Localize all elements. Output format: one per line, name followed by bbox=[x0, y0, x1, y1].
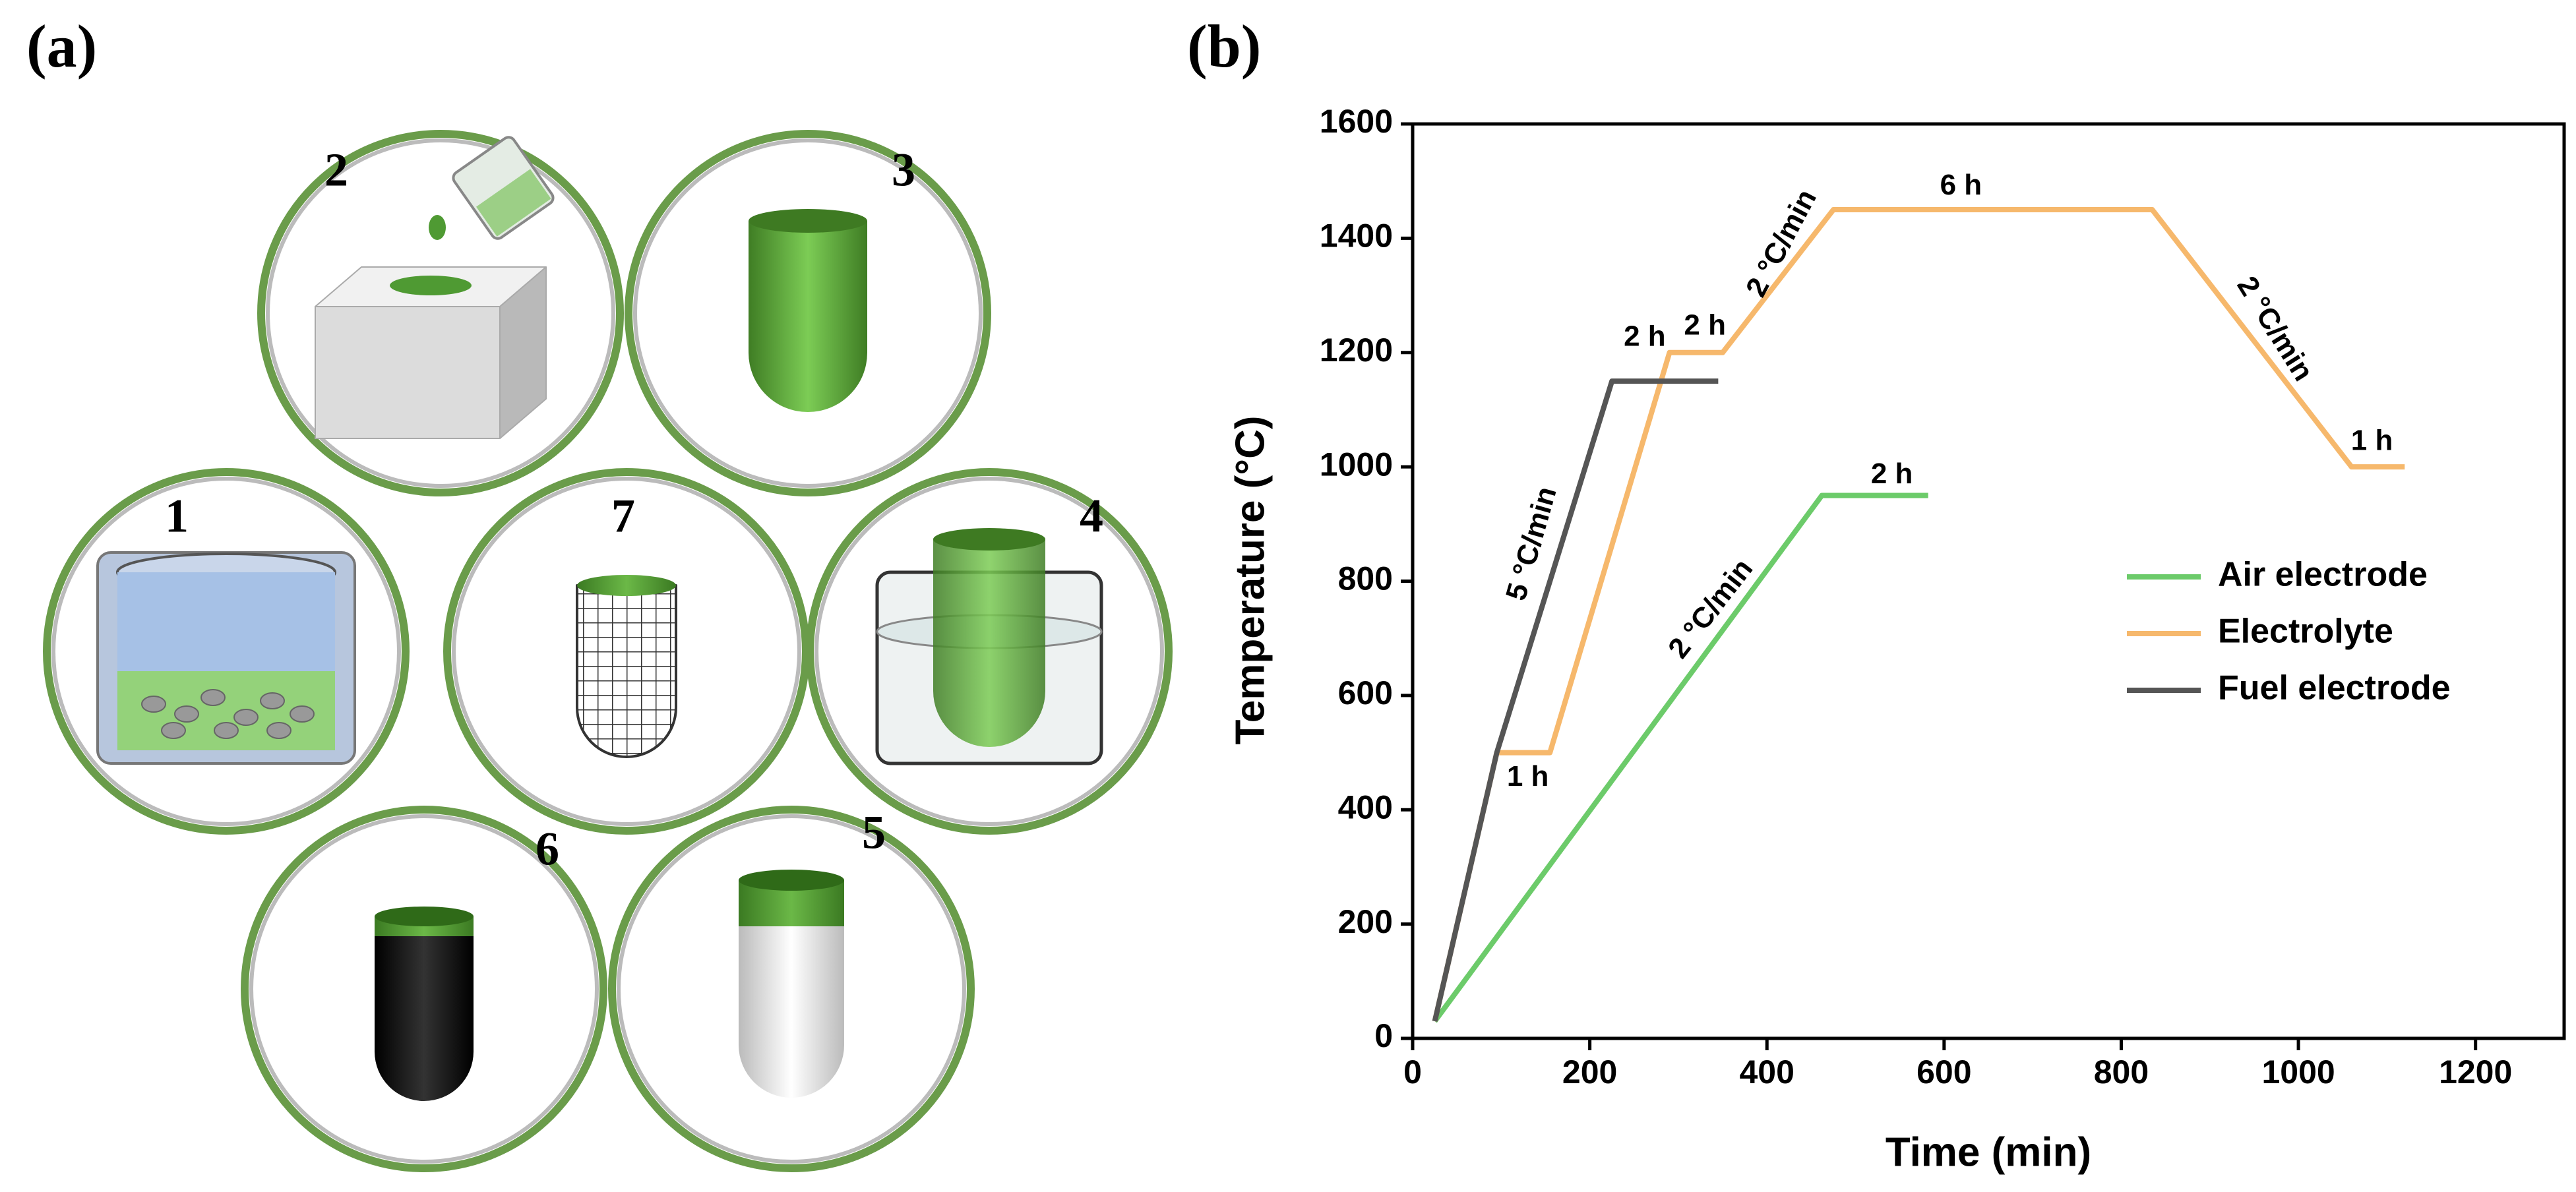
y-tick-label: 400 bbox=[1338, 789, 1393, 825]
step-number: 6 bbox=[536, 823, 559, 876]
x-tick-label: 800 bbox=[2094, 1054, 2149, 1090]
x-tick-label: 200 bbox=[1562, 1054, 1617, 1090]
schematic bbox=[43, 130, 1173, 1172]
legend-label: Air electrode bbox=[2218, 556, 2428, 594]
step-number: 5 bbox=[862, 806, 886, 859]
y-axis-title: Temperature (°C) bbox=[1227, 415, 1273, 744]
y-tick-label: 600 bbox=[1338, 674, 1393, 711]
panel-label: (b) bbox=[1187, 13, 1261, 80]
y-tick-label: 200 bbox=[1338, 903, 1393, 940]
data-line bbox=[1432, 492, 1928, 1023]
step-1-icon bbox=[43, 468, 410, 835]
y-tick-label: 800 bbox=[1338, 560, 1393, 597]
y-tick-label: 1600 bbox=[1320, 103, 1393, 140]
legend-label: Electrolyte bbox=[2218, 612, 2393, 651]
y-tick-label: 1400 bbox=[1320, 218, 1393, 254]
y-tick-label: 0 bbox=[1374, 1017, 1393, 1054]
y-tick-label: 1200 bbox=[1320, 332, 1393, 369]
step-6-icon bbox=[241, 806, 607, 1172]
x-tick-label: 400 bbox=[1740, 1054, 1794, 1090]
annotation: 2 h bbox=[1624, 320, 1666, 353]
annotation: 2 h bbox=[1684, 309, 1726, 341]
y-tick-label: 1000 bbox=[1320, 446, 1393, 483]
annotation: 6 h bbox=[1940, 169, 1982, 201]
step-number: 4 bbox=[1080, 490, 1103, 543]
annotation: 1 h bbox=[2351, 424, 2393, 456]
annotation: 1 h bbox=[1507, 760, 1549, 792]
step-7-icon bbox=[443, 468, 810, 835]
step-number: 7 bbox=[611, 490, 635, 543]
chart: Time (min) Temperature (°C) 0 200 400 600 80… bbox=[1227, 103, 2566, 1175]
step-2-icon bbox=[257, 130, 624, 496]
data-line bbox=[1432, 378, 1719, 1022]
step-number: 3 bbox=[892, 144, 915, 196]
panel-label: (a) bbox=[26, 13, 97, 80]
x-tick-label: 0 bbox=[1403, 1054, 1422, 1090]
data-line bbox=[1432, 207, 2405, 1022]
step-5-icon bbox=[608, 806, 975, 1172]
x-tick-label: 1000 bbox=[2261, 1054, 2335, 1090]
annotation: 5 °C/min bbox=[1500, 483, 1563, 604]
annotation: 2 h bbox=[1871, 458, 1913, 490]
legend-label: Fuel electrode bbox=[2218, 669, 2451, 707]
step-number: 1 bbox=[165, 490, 189, 543]
step-3-icon bbox=[625, 130, 991, 496]
step-number: 2 bbox=[324, 144, 348, 196]
step-4-icon bbox=[806, 468, 1173, 835]
x-tick-label: 600 bbox=[1917, 1054, 1971, 1090]
x-axis-title: Time (min) bbox=[1886, 1129, 2091, 1175]
x-tick-label: 1200 bbox=[2439, 1054, 2512, 1090]
